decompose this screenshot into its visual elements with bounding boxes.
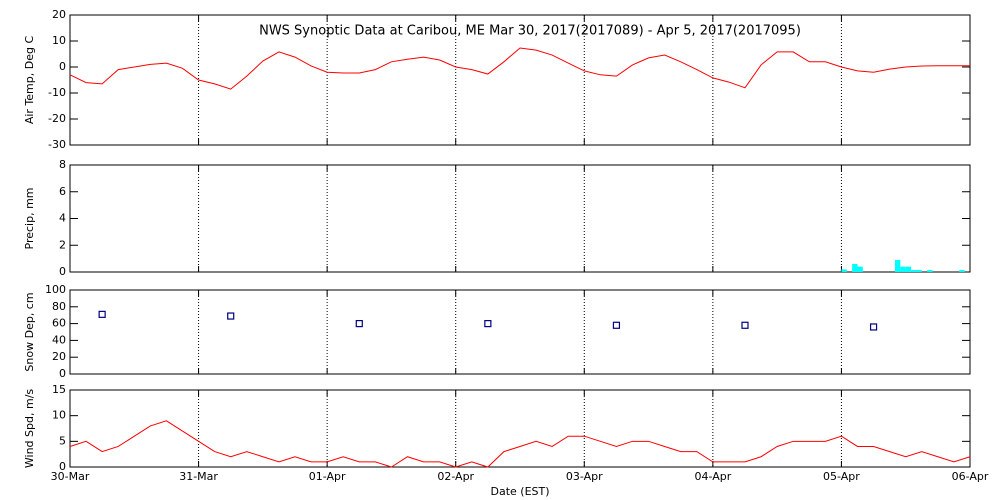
- bar: [857, 266, 863, 272]
- y-tick-label: 10: [52, 34, 66, 47]
- point: [612, 321, 621, 329]
- plot-frame: [69, 14, 971, 146]
- y-tick-label: 80: [52, 300, 66, 313]
- point: [484, 320, 492, 328]
- y-tick-label: -20: [48, 112, 66, 125]
- bar: [959, 269, 965, 272]
- data-line: [69, 420, 971, 468]
- bar: [916, 269, 922, 272]
- y-axis-label: Air Temp, Deg C: [23, 36, 36, 125]
- x-axis-label: Date (EST): [490, 485, 549, 498]
- bar: [841, 269, 847, 272]
- chart-title: NWS Synoptic Data at Caribou, ME Mar 30,…: [259, 24, 801, 39]
- y-tick-label: 0: [59, 460, 66, 473]
- y-tick-label: 5: [59, 434, 66, 447]
- plot-frame: [69, 164, 971, 273]
- y-tick-label: 15: [52, 383, 66, 396]
- point: [741, 321, 749, 329]
- y-axis-label: Wind Spd, m/s: [23, 389, 36, 469]
- y-tick-label: -30: [48, 138, 66, 151]
- bar: [927, 269, 933, 272]
- bar: [895, 259, 901, 272]
- x-tick-label: 04-Apr: [694, 470, 731, 483]
- x-tick-label: 30-Mar: [51, 470, 90, 483]
- y-axis-label: Snow Dep, cm: [23, 292, 36, 371]
- point: [227, 312, 235, 320]
- plot-frame: [69, 389, 971, 468]
- y-tick-label: 0: [59, 367, 66, 380]
- y-tick-label: 0: [59, 60, 66, 73]
- x-tick-label: 06-Apr: [952, 470, 989, 483]
- point: [869, 323, 878, 331]
- data-line: [69, 47, 970, 90]
- y-tick-label: 20: [52, 8, 66, 21]
- y-tick-label: 6: [59, 185, 66, 198]
- bar: [852, 263, 858, 272]
- y-tick-label: 60: [52, 317, 66, 330]
- bar: [905, 266, 912, 272]
- bar: [900, 266, 906, 272]
- y-tick-label: 2: [59, 238, 66, 251]
- y-tick-label: 20: [52, 350, 66, 363]
- plot-frame: [69, 289, 971, 375]
- y-tick-label: 100: [45, 283, 66, 296]
- x-tick-label: 01-Apr: [309, 470, 346, 483]
- y-tick-label: 4: [59, 212, 66, 225]
- point: [355, 320, 363, 328]
- y-tick-label: 0: [59, 265, 66, 278]
- y-axis-label: Precip, mm: [23, 188, 36, 250]
- y-tick-label: -10: [48, 86, 66, 99]
- y-tick-label: 8: [59, 158, 66, 171]
- x-tick-label: 31-Mar: [179, 470, 218, 483]
- x-tick-label: 02-Apr: [437, 470, 474, 483]
- x-tick-label: 03-Apr: [566, 470, 603, 483]
- x-tick-label: 05-Apr: [823, 470, 860, 483]
- y-tick-label: 10: [52, 409, 66, 422]
- bar: [911, 269, 917, 272]
- y-tick-label: 40: [52, 333, 66, 346]
- point: [98, 310, 106, 318]
